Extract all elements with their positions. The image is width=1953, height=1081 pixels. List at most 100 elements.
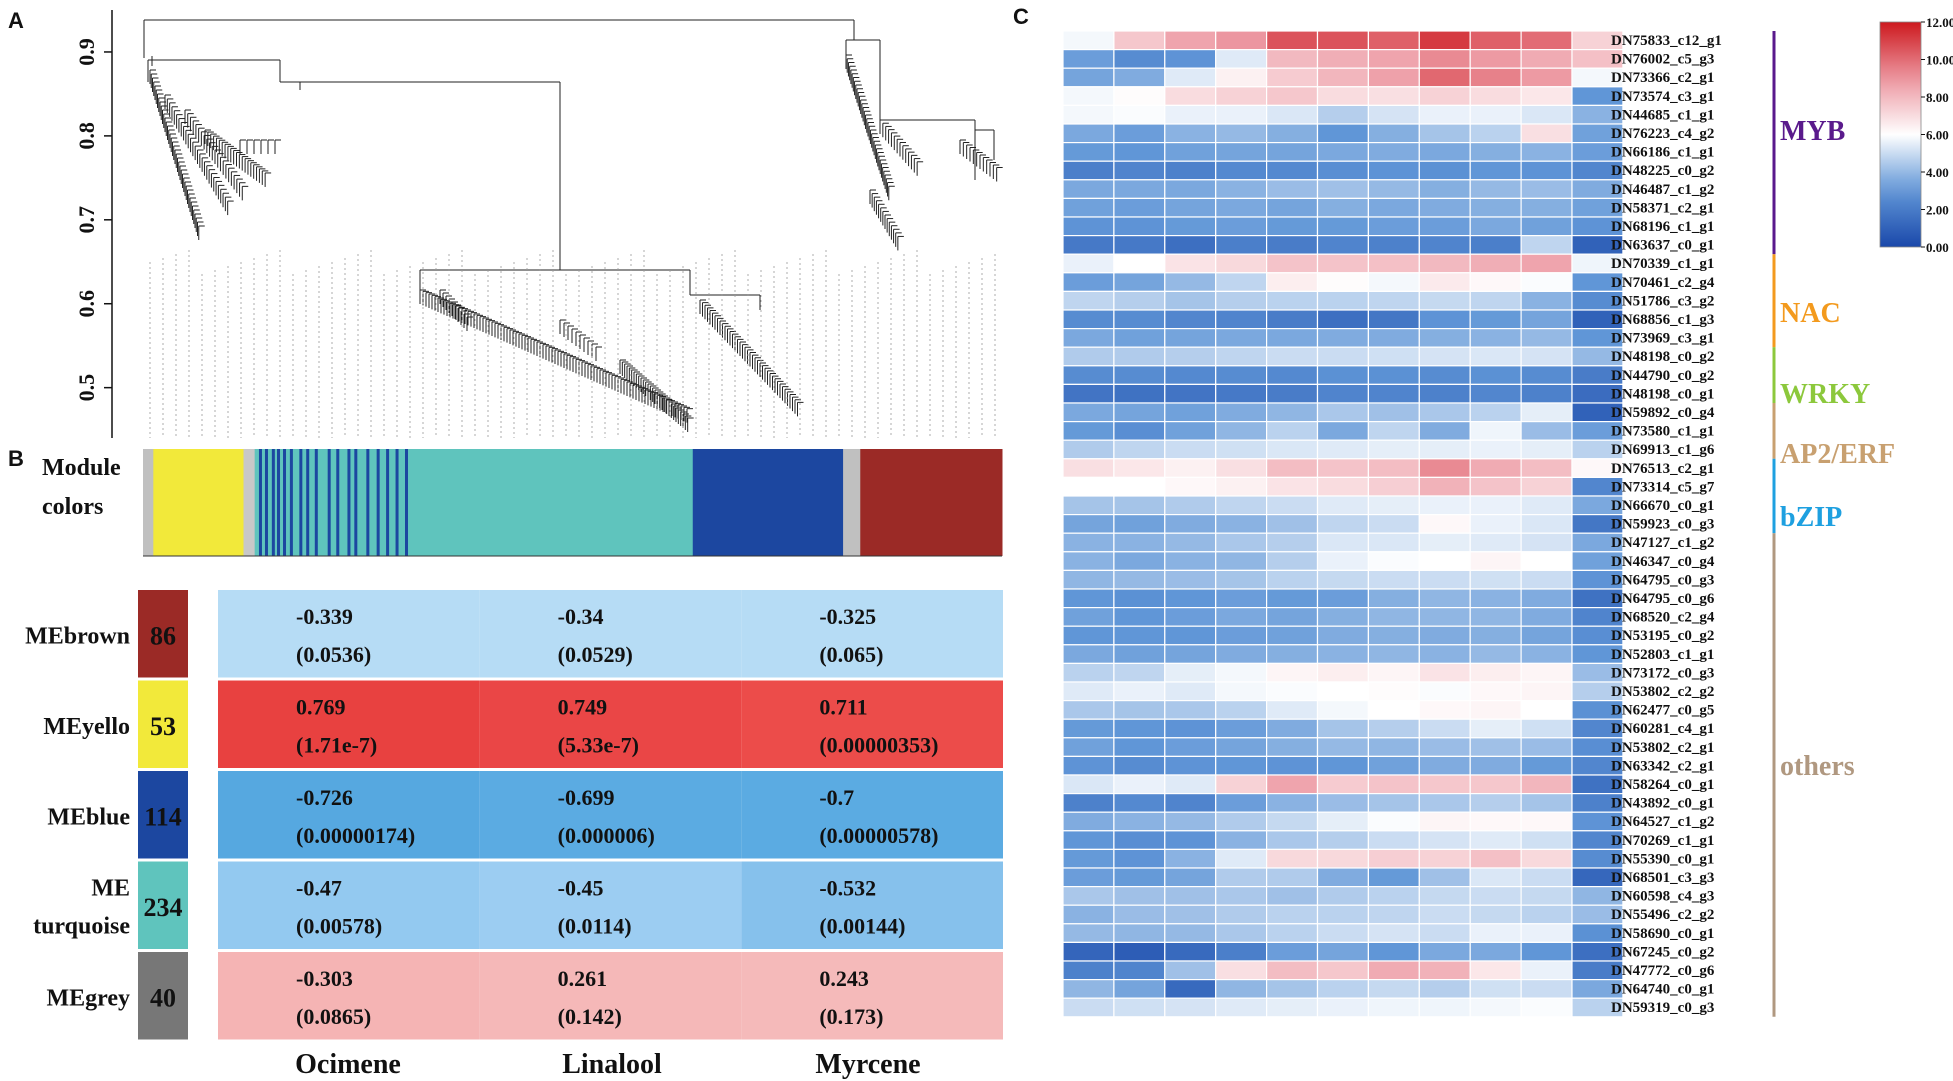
gene-label: DN64527_c1_g2 (1611, 814, 1714, 830)
heatmap-cell (1164, 923, 1217, 943)
heatmap-cell (1367, 644, 1420, 664)
heatmap-cell (1265, 551, 1319, 571)
correlation-value: -0.47 (296, 876, 342, 901)
heatmap-cell (1469, 848, 1522, 869)
heatmap-cell (1265, 811, 1319, 832)
heatmap-cell (1164, 104, 1217, 125)
heatmap-cell (1215, 569, 1268, 590)
heatmap-cell (1520, 365, 1573, 385)
heatmap-cell (1367, 681, 1420, 702)
heatmap-cell (1215, 439, 1268, 460)
heatmap-cell (1520, 551, 1573, 571)
p-value: (0.065) (819, 642, 883, 667)
heatmap-cell (1113, 625, 1166, 646)
heatmap-cell (1469, 644, 1522, 664)
heatmap-cell (1062, 569, 1115, 590)
heatmap-cell (1367, 86, 1420, 107)
heatmap-cell (1265, 978, 1319, 999)
heatmap-cell (1469, 681, 1522, 702)
heatmap-cell (1113, 197, 1166, 218)
heatmap-cell (1215, 923, 1268, 943)
heatmap-cell (1215, 885, 1268, 906)
heatmap-cell (1367, 346, 1420, 367)
heatmap-cell (1520, 625, 1573, 646)
heatmap-cell (1520, 513, 1573, 534)
colorbar-tick-label: 6.00 (1926, 128, 1949, 143)
panel-label-c: C (1013, 4, 1029, 29)
heatmap-cell (1215, 978, 1268, 999)
gene-label: DN59319_c0_g3 (1611, 1000, 1714, 1016)
heatmap-cell (1113, 941, 1166, 962)
heatmap-cell (1265, 476, 1319, 497)
heatmap-cell (1265, 941, 1319, 962)
heatmap-cell (1316, 458, 1370, 478)
heatmap-cell (1062, 383, 1115, 404)
heatmap-cell (1113, 811, 1166, 832)
module-trait-panel: B Module colors MEbrown 86 -0.339 (0.0536) -… (8, 446, 1003, 1080)
heatmap-cell (1113, 402, 1166, 423)
heatmap-cell (1265, 365, 1319, 385)
heatmap-cell (1316, 104, 1370, 125)
heatmap-cell (1265, 495, 1319, 516)
heatmap-cell (1418, 718, 1471, 739)
heatmap-cell (1316, 606, 1370, 627)
module-count-block (138, 771, 188, 859)
heatmap-cell (1164, 699, 1217, 720)
correlation-value: -0.325 (819, 604, 876, 629)
heatmap-cell (1367, 625, 1420, 646)
heatmap-cell (1113, 476, 1166, 497)
module-color-stripe-blue (299, 449, 303, 556)
family-label: NAC (1780, 298, 1841, 329)
heatmap-cell (1469, 365, 1522, 385)
heatmap-cell (1520, 699, 1573, 720)
heatmap-cell (1164, 402, 1217, 423)
heatmap-cell (1520, 272, 1573, 292)
heatmap-cell (1164, 867, 1217, 888)
heatmap-cell (1215, 86, 1268, 107)
heatmap-cell (1215, 774, 1268, 795)
heatmap-cell (1367, 569, 1420, 590)
heatmap-cell (1316, 346, 1370, 367)
heatmap-cell (1469, 123, 1522, 144)
heatmap-cell (1062, 551, 1115, 571)
colorbar-tick-label: 10.00 (1926, 53, 1953, 68)
heatmap-cell (1571, 997, 1624, 1018)
heatmap-cell (1113, 309, 1166, 330)
heatmap-cell (1164, 476, 1217, 497)
heatmap-cell (1520, 476, 1573, 497)
heatmap-cell (1113, 365, 1166, 385)
heatmap-cell (1164, 904, 1217, 925)
heatmap-cell (1215, 365, 1268, 385)
heatmap-cell (1418, 235, 1471, 255)
heatmap-cell (1367, 421, 1420, 441)
p-value: (0.00000353) (819, 733, 938, 758)
heatmap-cell (1265, 885, 1319, 906)
heatmap-cell (1469, 216, 1522, 237)
dendrogram-panel: A 0.5 0.6 0.7 0.8 0.9 (8, 8, 1003, 438)
heatmap-cell (1113, 383, 1166, 404)
heatmap-cell (1418, 644, 1471, 664)
heatmap-cell (1418, 328, 1471, 348)
heatmap-cell (1469, 867, 1522, 888)
heatmap-cell (1164, 309, 1217, 330)
heatmap-cell (1113, 774, 1166, 795)
heatmap-cell (1469, 402, 1522, 423)
heatmap-cell (1215, 253, 1268, 274)
heatmap-cell (1113, 439, 1166, 460)
heatmap-cell (1062, 941, 1115, 962)
correlation-cell (479, 590, 742, 678)
heatmap-cell (1520, 48, 1573, 69)
y-tick-label: 0.8 (74, 122, 99, 150)
module-count: 40 (150, 983, 176, 1012)
p-value: (0.0536) (296, 642, 371, 667)
correlation-value: 0.711 (819, 695, 867, 720)
correlation-cell (218, 680, 480, 768)
heatmap-cell (1418, 606, 1471, 627)
heatmap-cell (1215, 179, 1268, 200)
heatmap-cell (1062, 48, 1115, 69)
heatmap-cell (1062, 960, 1115, 981)
heatmap-cell (1164, 513, 1217, 534)
heatmap-cell (1265, 737, 1319, 757)
heatmap-cell (1113, 867, 1166, 888)
heatmap-cell (1520, 421, 1573, 441)
